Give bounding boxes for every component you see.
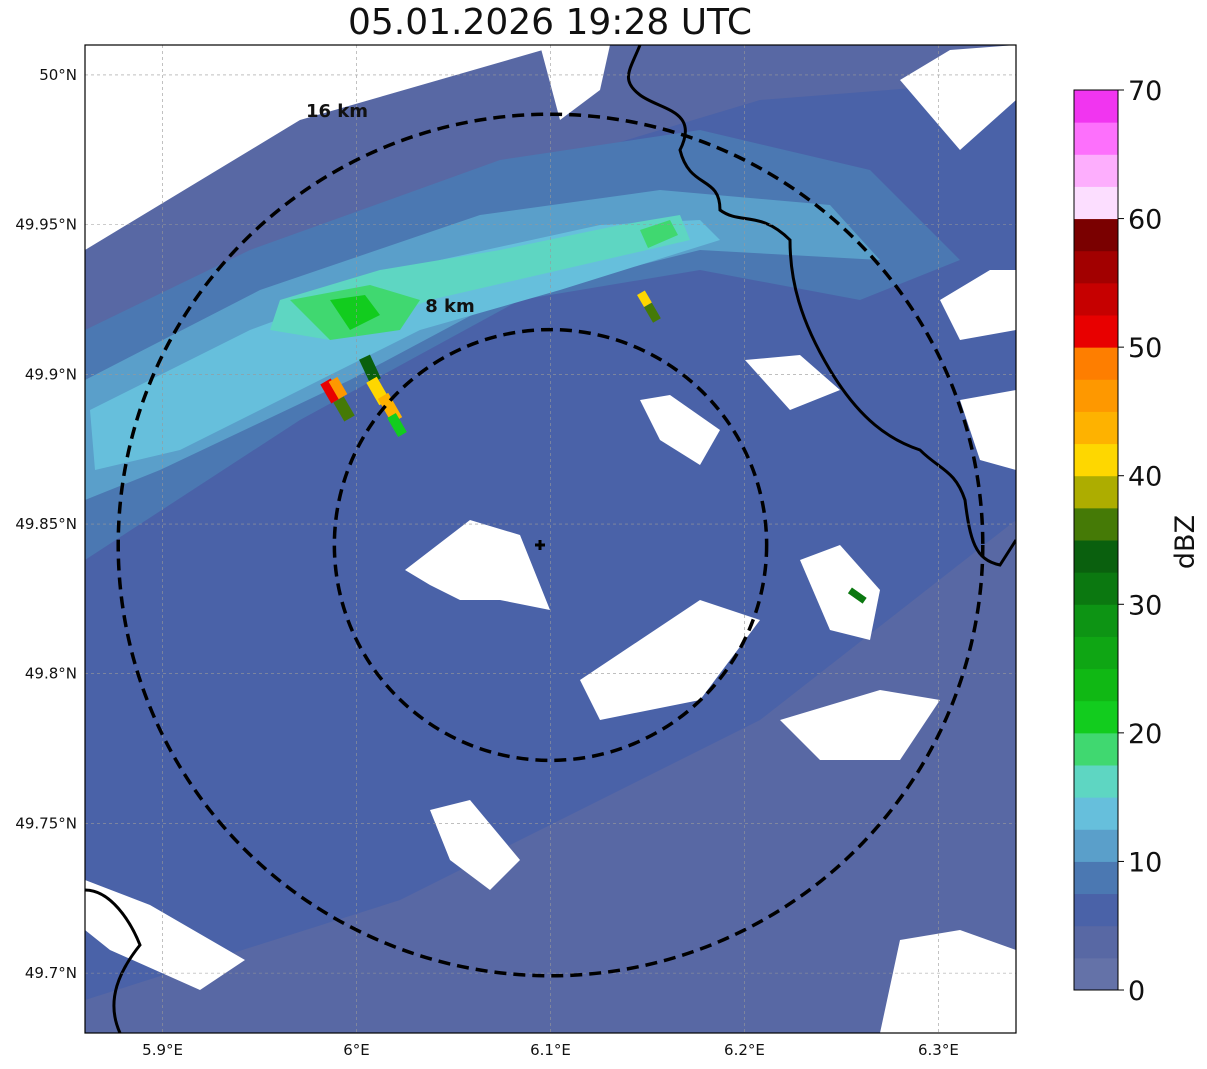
border-line	[626, 45, 1016, 567]
colorbar-segment	[1074, 797, 1118, 830]
colorbar-segment	[1074, 893, 1118, 927]
colorbar: 0 10 20 30 40 50 60 70	[1073, 76, 1162, 1007]
map-title: 05.01.2026 19:28 UTC	[347, 2, 753, 43]
colorbar-tick-label: 40	[1128, 462, 1162, 493]
border-line	[85, 888, 142, 1033]
lat-tick-label: 49.95°N	[15, 216, 77, 234]
colorbar-unit-label: dBZ	[1170, 515, 1201, 569]
colorbar-segment	[1074, 829, 1118, 862]
lat-tick-label: 49.85°N	[15, 515, 77, 533]
colorbar-segment	[1074, 443, 1118, 477]
colorbar-segment	[1074, 90, 1118, 123]
colorbar-segment	[1074, 379, 1118, 412]
lat-tick-label: 49.9°N	[25, 365, 77, 383]
range-rings	[116, 112, 985, 978]
colorbar-segment	[1074, 732, 1118, 766]
range-ring-16km	[116, 112, 985, 978]
longitude-axis: 5.9°E 6°E 6.1°E 6.2°E 6.3°E	[142, 1041, 959, 1059]
lat-tick-label: 49.7°N	[25, 964, 77, 982]
colorbar-segment	[1074, 122, 1118, 155]
ring-label-16km: 16 km	[306, 101, 368, 122]
ring-label-8km: 8 km	[425, 296, 475, 317]
colorbar-segment	[1074, 636, 1118, 670]
colorbar-segment	[1074, 250, 1118, 284]
colorbar-segment	[1074, 957, 1118, 991]
latitude-axis: 50°N 49.95°N 49.9°N 49.85°N 49.8°N 49.75°N 49.…	[15, 66, 77, 982]
colorbar-segment	[1074, 154, 1118, 187]
lon-tick-label: 6°E	[343, 1041, 370, 1059]
colorbar-segment	[1074, 540, 1118, 573]
colorbar-segment	[1074, 925, 1118, 959]
lon-tick-label: 5.9°E	[142, 1041, 183, 1059]
colorbar-segment	[1074, 861, 1118, 895]
lon-tick-label: 6.1°E	[530, 1041, 571, 1059]
colorbar-tick-label: 30	[1128, 590, 1162, 621]
colorbar-tick-label: 0	[1128, 976, 1145, 1007]
lat-tick-label: 49.75°N	[15, 814, 77, 832]
colorbar-segment	[1074, 668, 1118, 702]
radar-site-marker	[535, 540, 545, 550]
lat-tick-label: 50°N	[39, 66, 77, 84]
map-frame	[84, 44, 1017, 1034]
colorbar-segment	[1074, 507, 1118, 541]
colorbar-segment	[1074, 282, 1118, 316]
colorbar-segment	[1074, 475, 1118, 509]
colorbar-segment	[1074, 572, 1118, 605]
map-gridlines	[85, 45, 1016, 1033]
colorbar-segment	[1074, 411, 1118, 445]
lat-tick-label: 49.8°N	[25, 665, 77, 683]
colorbar-tick-label: 10	[1128, 847, 1162, 878]
colorbar-segment	[1074, 604, 1118, 637]
colorbar-segment	[1074, 765, 1118, 798]
colorbar-segment	[1074, 186, 1118, 220]
radar-map	[85, 45, 1016, 1033]
colorbar-frame	[1073, 89, 1119, 991]
lon-tick-label: 6.2°E	[724, 1041, 765, 1059]
colorbar-tick-label: 60	[1128, 205, 1162, 236]
colorbar-segment	[1074, 315, 1118, 348]
colorbar-segment	[1074, 700, 1118, 734]
colorbar-tick-label: 20	[1128, 719, 1162, 750]
colorbar-segment	[1074, 218, 1118, 252]
colorbar-tick-label: 70	[1128, 76, 1162, 107]
storm-cells	[320, 290, 867, 604]
colorbar-segment	[1074, 347, 1118, 380]
range-ring-8km	[332, 327, 769, 763]
colorbar-tick-label: 50	[1128, 333, 1162, 364]
lon-tick-label: 6.3°E	[918, 1041, 959, 1059]
ring-labels: 16 km 8 km	[306, 101, 475, 317]
